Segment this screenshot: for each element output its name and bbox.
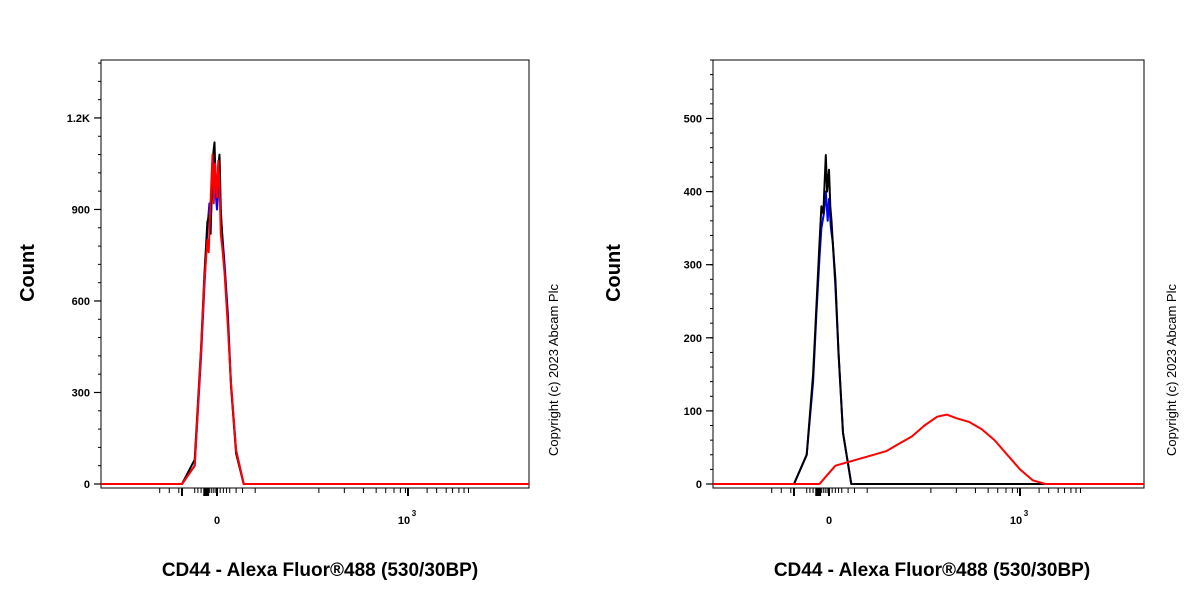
y-tick-label: 0 — [84, 479, 90, 491]
series-line-1 — [101, 156, 529, 485]
y-tick-label: 900 — [72, 204, 90, 216]
x-tick-label-exponent: 3 — [1024, 509, 1029, 518]
y-tick-label: 400 — [684, 187, 702, 199]
series-line-2 — [101, 141, 529, 485]
x-tick-label-1000: 10 — [1010, 515, 1022, 527]
x-axis-label: CD44 - Alexa Fluor®488 (530/30BP) — [162, 560, 478, 581]
series-line-3 — [713, 413, 1144, 485]
x-tick-label-exponent: 3 — [412, 509, 417, 518]
copyright-text: Copyright (c) 2023 Abcam Plc — [1164, 284, 1179, 456]
plot-frame — [712, 59, 1145, 489]
y-tick-label: 300 — [684, 260, 702, 272]
y-tick-label: 0 — [696, 479, 702, 491]
y-axis-label: Count — [17, 244, 39, 302]
series-line-2 — [713, 154, 1144, 485]
series-line-3 — [101, 153, 529, 485]
y-tick-label: 100 — [684, 406, 702, 418]
x-tick-label-zero: 0 — [826, 515, 832, 527]
copyright-text: Copyright (c) 2023 Abcam Plc — [546, 284, 561, 456]
histogram-panel-2: 0 100 200 300 400 500 0 103 Count CD44 - Alexa Fl… — [603, 59, 1179, 581]
plot-frame — [100, 59, 530, 489]
x-tick-label-zero: 0 — [214, 515, 220, 527]
histogram-panel-1: 0 300 600 900 1.2K 0 103 Count CD44 - Alexa Fluo… — [17, 59, 561, 581]
y-axis-label: Count — [603, 244, 625, 302]
x-tick-label-1000: 10 — [398, 515, 410, 527]
y-tick-label: 200 — [684, 333, 702, 345]
y-tick-label: 1.2K — [67, 113, 90, 125]
y-tick-label: 300 — [72, 387, 90, 399]
x-axis-label: CD44 - Alexa Fluor®488 (530/30BP) — [774, 560, 1090, 581]
y-tick-label: 600 — [72, 296, 90, 308]
y-tick-label: 500 — [684, 113, 702, 125]
series-line-1 — [713, 190, 1144, 485]
